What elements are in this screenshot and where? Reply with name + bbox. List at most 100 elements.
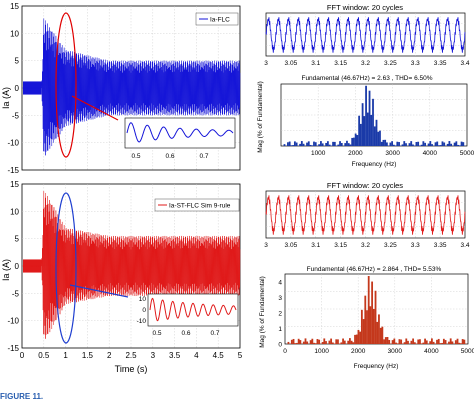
spectrum-bar <box>432 341 435 344</box>
spectrum-bar <box>366 112 369 146</box>
x-tick-label: 3000 <box>385 150 400 157</box>
spectrum-bar <box>335 339 338 344</box>
spectrum-bar <box>360 309 363 344</box>
spectrum-bar <box>333 343 336 344</box>
spectrum-bar <box>405 338 408 344</box>
spectrum-bar <box>425 340 428 344</box>
spectrum-bar <box>412 338 415 344</box>
spectrum-bar <box>446 143 449 146</box>
spectrum-bar <box>388 339 391 344</box>
spectrum-bar <box>356 135 359 146</box>
spectrum-bar <box>424 338 426 344</box>
x-tick-label: 3.4 <box>460 242 469 249</box>
spectrum-bar <box>444 340 447 344</box>
spectrum-bar <box>292 145 295 146</box>
ia-st-flc-panel: 15 10 5 0 -5 -10 -15 0 0.5 1 1.5 2 2.5 3 3.5 4 4.5 5 Ia-… <box>1 180 243 374</box>
x-tick-label: 2000 <box>348 150 363 157</box>
spectrum-bar <box>318 144 321 146</box>
ia-st-flc-inset-ytick-0: 0 <box>142 307 146 314</box>
spectrum-bar <box>393 338 396 344</box>
spectrum-bar <box>436 141 439 146</box>
x-tick-label: 3 <box>151 351 156 360</box>
spectrum-bar <box>407 340 409 344</box>
ia-st-flc-y-ticks: 15 10 5 0 -5 -10 -15 <box>7 180 19 353</box>
spectrum-bar <box>400 339 403 344</box>
spectrum-bar <box>443 142 446 146</box>
spectrum-bar <box>363 116 366 146</box>
spectrum-bar <box>460 141 463 146</box>
y-tick-label: 5 <box>15 235 20 244</box>
spectrum-bar <box>358 115 361 146</box>
spectrum-bar <box>408 143 411 146</box>
spectrum-flc-title: Fundamental (46.67Hz) = 2.63 , THD= 6.50… <box>301 75 432 82</box>
spectrum-bar <box>398 142 400 146</box>
x-tick-label: 3.05 <box>285 242 298 249</box>
spectrum-bar <box>354 334 356 344</box>
ia-st-flc-inset-waveform <box>149 297 237 322</box>
x-tick-label: 3.3 <box>411 60 420 67</box>
spectrum-bar <box>328 144 331 146</box>
spectrum-bar <box>333 141 336 146</box>
ia-st-flc-inset-tick-0.7: 0.7 <box>210 330 219 337</box>
spectrum-bar <box>429 341 432 344</box>
spectrum-bar <box>364 295 367 344</box>
spectrum-bar <box>384 337 387 344</box>
spectrum-bar <box>316 339 319 344</box>
spectrum-bar <box>396 343 399 344</box>
y-tick-label: 2 <box>278 310 282 317</box>
x-tick-label: 3.2 <box>361 242 370 249</box>
y-tick-label: 10 <box>10 29 19 38</box>
spectrum-bar <box>290 339 293 344</box>
ia-st-flc-inset <box>147 293 239 327</box>
x-tick-label: 3.3 <box>411 242 420 249</box>
y-tick-label: 0 <box>278 342 282 349</box>
spectrum-bar <box>454 340 457 344</box>
x-tick-label: 1000 <box>314 348 329 355</box>
spectrum-bar <box>422 141 425 146</box>
x-tick-label: 5000 <box>461 348 474 355</box>
x-tick-label: 3.25 <box>384 242 397 249</box>
y-tick-label: -5 <box>12 111 20 120</box>
spectrum-bar <box>391 141 394 146</box>
spectrum-bar <box>412 144 414 146</box>
spectrum-bar <box>436 339 438 344</box>
spectrum-bar <box>331 342 334 344</box>
spectrum-bar <box>337 339 339 344</box>
ia-flc-inset-tick-0.6: 0.6 <box>165 153 174 160</box>
spectrum-bar <box>389 142 392 146</box>
spectrum-bar <box>441 141 444 146</box>
spectrum-bar <box>439 343 442 344</box>
y-tick-label: -5 <box>12 289 20 298</box>
spectrum-bar <box>391 340 394 344</box>
y-tick-label: -15 <box>7 166 19 175</box>
spectrum-flc-bars <box>283 85 466 146</box>
fft-window-top-x-ticks: 3 3.05 3.1 3.15 3.2 3.25 3.3 3.35 3.4 <box>264 60 470 67</box>
x-tick-label: 5 <box>238 351 243 360</box>
spectrum-bar <box>349 144 352 146</box>
x-tick-label: 3 <box>264 60 268 67</box>
spectrum-bar <box>295 142 298 146</box>
y-tick-label: 15 <box>10 2 19 11</box>
spectrum-bar <box>359 123 362 146</box>
spectrum-bar <box>382 139 385 146</box>
spectrum-bar <box>332 141 334 146</box>
spectrum-bar <box>346 140 348 146</box>
spectrum-bar <box>347 143 350 146</box>
spectrum-st-flc-y-ticks: 0 1 2 3 4 <box>278 279 282 348</box>
y-tick-label: -10 <box>7 317 19 326</box>
spectrum-bar <box>369 306 372 344</box>
ia-st-flc-inset-ytick-neg10: -10 <box>137 318 147 325</box>
spectrum-bar <box>450 143 453 146</box>
y-tick-label: 5 <box>15 57 20 66</box>
spectrum-bar <box>449 338 452 344</box>
spectrum-bar <box>340 143 343 146</box>
x-tick-label: 1000 <box>311 150 326 157</box>
spectrum-bar <box>413 342 416 344</box>
ia-st-flc-x-ticks: 0 0.5 1 1.5 2 2.5 3 3.5 4 4.5 5 <box>20 351 243 360</box>
spectrum-bar <box>381 326 384 344</box>
x-tick-label: 3.4 <box>460 60 469 67</box>
ia-flc-legend <box>195 12 239 26</box>
spectrum-st-flc-bars <box>287 276 467 344</box>
y-tick-label: 10 <box>10 207 19 216</box>
x-tick-label: 3.5 <box>169 351 181 360</box>
